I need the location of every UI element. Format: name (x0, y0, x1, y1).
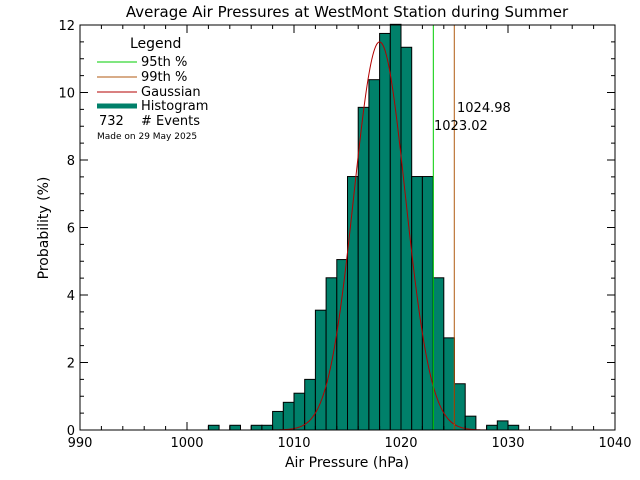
histogram-bar (421, 176, 434, 431)
histogram-bar (336, 259, 348, 431)
histogram-bar (357, 106, 370, 431)
histogram-bar (368, 79, 381, 431)
legend-label-99: 99th % (141, 70, 187, 85)
histogram-bar (261, 424, 274, 431)
histogram-bar (250, 424, 263, 431)
legend-label-gaussian: Gaussian (141, 85, 201, 100)
histogram-bar (229, 424, 242, 431)
histogram-bar (207, 424, 220, 431)
histogram-bar (304, 378, 316, 431)
histogram-bar (379, 32, 391, 431)
histogram-bar (314, 309, 327, 431)
histogram-bar (496, 420, 509, 431)
y-tick-label: 10 (58, 87, 75, 102)
y-axis-label: Probability (%) (36, 177, 52, 280)
legend: Legend 95th % 99th % Gaussian Histogram … (97, 36, 208, 142)
y-tick-label: 12 (58, 19, 75, 34)
histogram-bar (347, 176, 359, 431)
histogram-bar (464, 415, 477, 431)
axis-ticks: 990 1000 1010 1020 1030 1040 0 2 4 6 8 10 12 (58, 19, 631, 451)
events-label: # Events (141, 114, 200, 129)
events-count: 732 (99, 114, 124, 129)
y-tick-label: 2 (67, 357, 75, 372)
x-tick-label: 1000 (170, 436, 203, 451)
histogram-bar (325, 277, 338, 431)
histogram-bar (486, 424, 498, 431)
x-tick-label: 1040 (598, 436, 631, 451)
x-axis-label: Air Pressure (hPa) (285, 455, 409, 471)
x-tick-label: 990 (68, 436, 93, 451)
legend-label-95: 95th % (141, 55, 187, 70)
histogram-bar (282, 401, 295, 431)
histogram-bar (454, 383, 466, 431)
histogram-bar (432, 277, 445, 431)
x-tick-label: 1010 (277, 436, 310, 451)
legend-label-histogram: Histogram (141, 99, 208, 114)
x-tick-label: 1030 (491, 436, 524, 451)
y-tick-label: 0 (67, 424, 75, 439)
histogram-bar (272, 410, 284, 431)
histogram-bar (293, 392, 306, 431)
legend-title: Legend (130, 36, 181, 52)
x-tick-label: 1020 (384, 436, 417, 451)
y-tick-label: 6 (67, 222, 75, 237)
y-tick-label: 8 (67, 154, 75, 169)
percentile-99-label: 1024.98 (457, 101, 511, 116)
y-tick-label: 4 (67, 289, 75, 304)
chart-title: Average Air Pressures at WestMont Statio… (126, 3, 569, 21)
made-on-note: Made on 29 May 2025 (97, 132, 197, 142)
histogram (207, 23, 520, 431)
percentile-95-label: 1023.02 (434, 119, 488, 134)
histogram-bar (411, 176, 423, 431)
histogram-bar (507, 424, 520, 431)
